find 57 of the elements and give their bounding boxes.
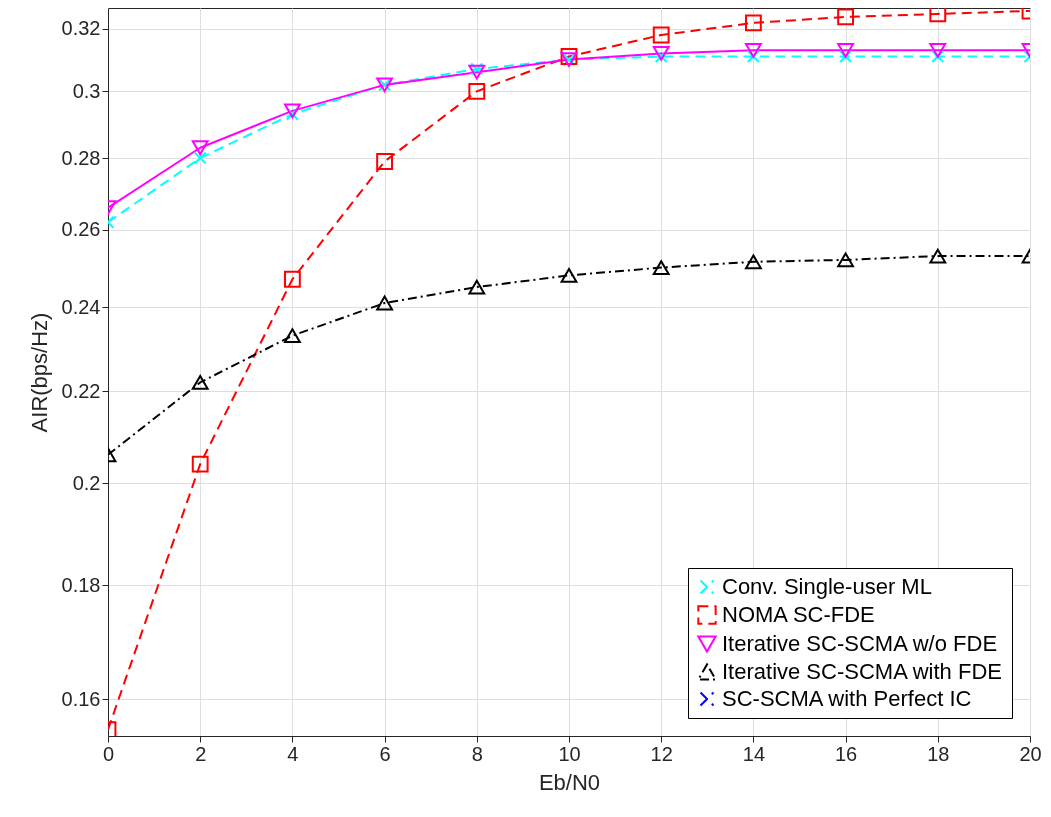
x-tick-label: 4 [287,742,299,765]
point [744,14,762,32]
point [468,82,486,100]
point [468,64,486,80]
y-axis-title: AIR(bps/Hz) [26,312,52,433]
x-tick-label: 12 [650,742,673,765]
y-tick-label: 0.3 [72,79,101,102]
y-tick-label: 0.2 [72,471,101,494]
point [837,42,855,58]
point [839,49,853,64]
point [931,49,945,64]
point [652,26,670,44]
point [929,248,947,264]
point [193,151,207,165]
x-tick-label: 20 [1019,742,1042,765]
legend-label: NOMA SC-FDE [722,602,875,627]
point [468,279,486,295]
point [376,153,394,170]
x-tick-label: 14 [742,742,766,765]
y-tick-label: 0.22 [61,379,101,402]
point [744,42,762,58]
x-tick-label: 0 [102,742,115,765]
point [652,260,670,276]
x-axis-title: Eb/N0 [538,769,601,795]
point [191,375,209,390]
x-tick-label: 6 [379,742,391,765]
point [929,42,947,58]
point [376,295,394,311]
point [929,8,947,23]
y-tick-label: 0.32 [61,17,101,40]
point [560,267,578,283]
y-tick-label: 0.28 [61,146,101,169]
point [191,140,209,156]
legend-label: Iterative SC-SCMA w/o FDE [722,631,998,656]
x-tick-label: 10 [558,742,581,765]
point [560,48,578,65]
y-tick-label: 0.16 [61,687,101,710]
legend-label: SC-SCMA with Perfect IC [722,686,972,711]
y-tick-label: 0.24 [61,295,101,318]
point [837,252,855,268]
y-tick-label: 0.18 [61,573,101,596]
point [283,328,301,344]
legend-label: Iterative SC-SCMA with FDE [722,659,1002,684]
point [283,103,301,119]
point [654,49,668,64]
point [283,270,301,288]
point [746,49,760,64]
point [652,45,670,61]
x-tick-label: 2 [195,742,207,765]
point [837,8,855,26]
legend-label: Conv. Single-user ML [722,574,932,599]
point [191,455,209,473]
x-tick-label: 18 [927,742,950,765]
x-tick-label: 8 [471,742,483,765]
x-tick-label: 16 [834,742,858,765]
y-tick-label: 0.26 [61,218,101,241]
point [744,254,762,270]
